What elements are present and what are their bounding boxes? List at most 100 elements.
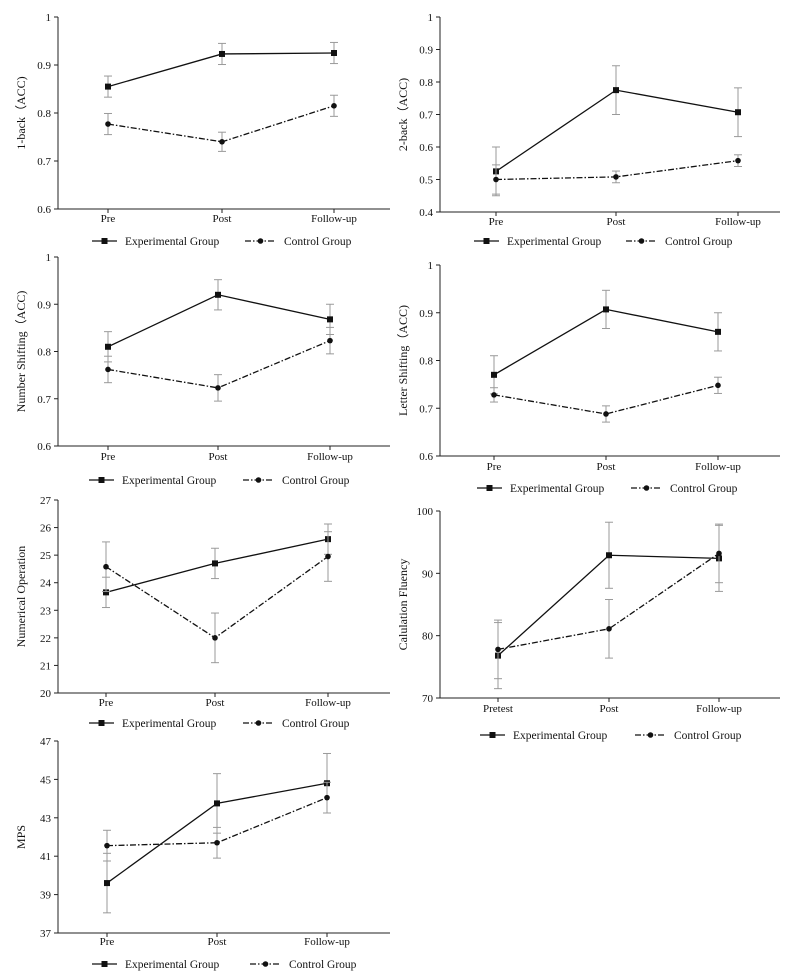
y-axis-title: 1-back（ACC) <box>14 76 28 149</box>
control-marker <box>735 157 741 164</box>
experimental-marker <box>606 552 612 559</box>
x-tick-label: Pretest <box>483 703 513 715</box>
chart-panel-7: 37 39 41 43 45 47 Pre Post Follow-up MPS Experimen… <box>14 736 390 971</box>
y-tick-label: 21 <box>40 660 51 672</box>
legend-experimental-marker <box>98 477 105 483</box>
control-series-line <box>107 340 331 389</box>
chart-panel-5: 20 21 22 23 24 25 26 27 Pre Post Follow-up Numerica… <box>14 495 390 730</box>
x-tick-label: Follow-up <box>311 213 357 225</box>
legend-experimental-label: Experimental Group <box>122 718 216 730</box>
control-marker <box>215 385 221 391</box>
y-tick-label: 0.9 <box>37 299 51 311</box>
legend-control-marker <box>647 732 654 738</box>
legend-control-label: Control Group <box>289 959 357 971</box>
y-tick-label: 0.8 <box>37 108 51 120</box>
control-series-line <box>107 105 335 143</box>
x-tick-label: Follow-up <box>305 697 351 709</box>
y-tick-label: 0.9 <box>419 308 433 320</box>
legend-control-marker <box>262 961 269 967</box>
control-marker <box>214 839 220 846</box>
y-tick-label: 39 <box>40 890 52 902</box>
legend-experimental-label: Experimental Group <box>125 959 219 971</box>
legend-control-label: Control Group <box>284 236 352 248</box>
legend: Experimental Group Control Group <box>474 236 733 248</box>
y-tick-label: 100 <box>417 506 434 518</box>
legend-control-label: Control Group <box>665 236 733 248</box>
chart-panel-6: 70 80 90 100 Pretest Post Follow-up Calulation … <box>396 506 780 742</box>
y-tick-label: 26 <box>40 523 52 535</box>
control-marker <box>491 392 497 398</box>
x-tick-label: Pre <box>487 461 502 473</box>
control-marker <box>603 411 609 417</box>
legend-control-marker <box>638 238 645 244</box>
legend-experimental-label: Experimental Group <box>125 236 219 248</box>
x-tick-label: Pre <box>99 697 114 709</box>
legend-experimental-marker <box>483 238 490 244</box>
legend: Experimental Group Control Group <box>89 718 350 730</box>
y-tick-label: 22 <box>40 633 51 645</box>
x-tick-label: Pre <box>100 936 115 948</box>
legend: Experimental Group Control Group <box>89 475 350 487</box>
chart-panel-3: 0.6 0.7 0.8 0.9 1 Pre Post Follow-up Number Shif… <box>14 252 390 487</box>
control-marker <box>327 337 333 344</box>
legend: Experimental Group Control Group <box>92 959 357 971</box>
legend-experimental-label: Experimental Group <box>510 483 604 495</box>
legend-control-label: Control Group <box>670 483 738 495</box>
legend-experimental-marker <box>486 485 493 491</box>
legend-experimental-label: Experimental Group <box>122 475 216 487</box>
experimental-marker <box>491 371 497 378</box>
y-axis-title: 2-back（ACC) <box>396 78 410 151</box>
y-tick-label: 24 <box>40 578 52 590</box>
y-tick-label: 0.9 <box>37 60 51 72</box>
y-tick-label: 23 <box>40 605 52 617</box>
legend: Experimental Group Control Group <box>477 483 738 495</box>
legend-control-label: Control Group <box>282 718 350 730</box>
legend-experimental-marker <box>489 732 496 738</box>
y-tick-label: 80 <box>422 631 434 643</box>
y-tick-label: 45 <box>40 774 52 786</box>
legend-control-marker <box>257 238 264 244</box>
control-marker <box>495 646 501 653</box>
experimental-marker <box>105 343 111 350</box>
control-series-line <box>106 797 328 847</box>
y-tick-label: 0.5 <box>419 175 433 187</box>
legend-control-marker <box>255 720 262 726</box>
experimental-series-line <box>495 89 739 172</box>
control-series-line <box>493 384 719 415</box>
y-tick-label: 0.8 <box>419 356 433 368</box>
y-tick-label: 0.6 <box>419 142 433 154</box>
y-tick-label: 0.7 <box>37 394 51 406</box>
control-marker <box>715 382 721 389</box>
y-tick-label: 0.6 <box>37 441 51 453</box>
control-marker <box>716 550 722 557</box>
y-tick-label: 1 <box>46 12 52 24</box>
control-marker <box>103 563 109 570</box>
x-tick-label: Post <box>607 216 626 228</box>
experimental-marker <box>331 50 337 56</box>
y-tick-label: 43 <box>40 813 52 825</box>
y-tick-label: 0.7 <box>419 403 433 415</box>
control-series-line <box>105 555 329 639</box>
y-tick-label: 0.8 <box>419 77 433 89</box>
legend-experimental-marker <box>98 720 105 726</box>
y-axis-title: Numerical Operation <box>14 546 28 648</box>
control-marker <box>606 626 612 632</box>
control-marker <box>105 366 111 373</box>
x-tick-label: Follow-up <box>304 936 350 948</box>
x-tick-label: Post <box>209 451 228 463</box>
y-tick-label: 0.9 <box>419 45 433 57</box>
legend-experimental-marker <box>101 238 108 244</box>
experimental-marker <box>219 50 225 57</box>
x-tick-label: Post <box>208 936 227 948</box>
y-tick-label: 70 <box>422 693 434 705</box>
y-axis-title: Number Shifting（ACC) <box>14 291 28 413</box>
legend-experimental-marker <box>101 961 108 967</box>
legend-control-label: Control Group <box>674 730 742 742</box>
control-marker <box>104 842 110 849</box>
y-tick-label: 41 <box>40 851 51 863</box>
control-marker <box>219 139 225 145</box>
y-tick-label: 0.6 <box>419 451 433 463</box>
legend-control-marker <box>255 477 262 483</box>
experimental-series-line <box>107 52 335 88</box>
y-tick-label: 0.7 <box>419 110 433 122</box>
